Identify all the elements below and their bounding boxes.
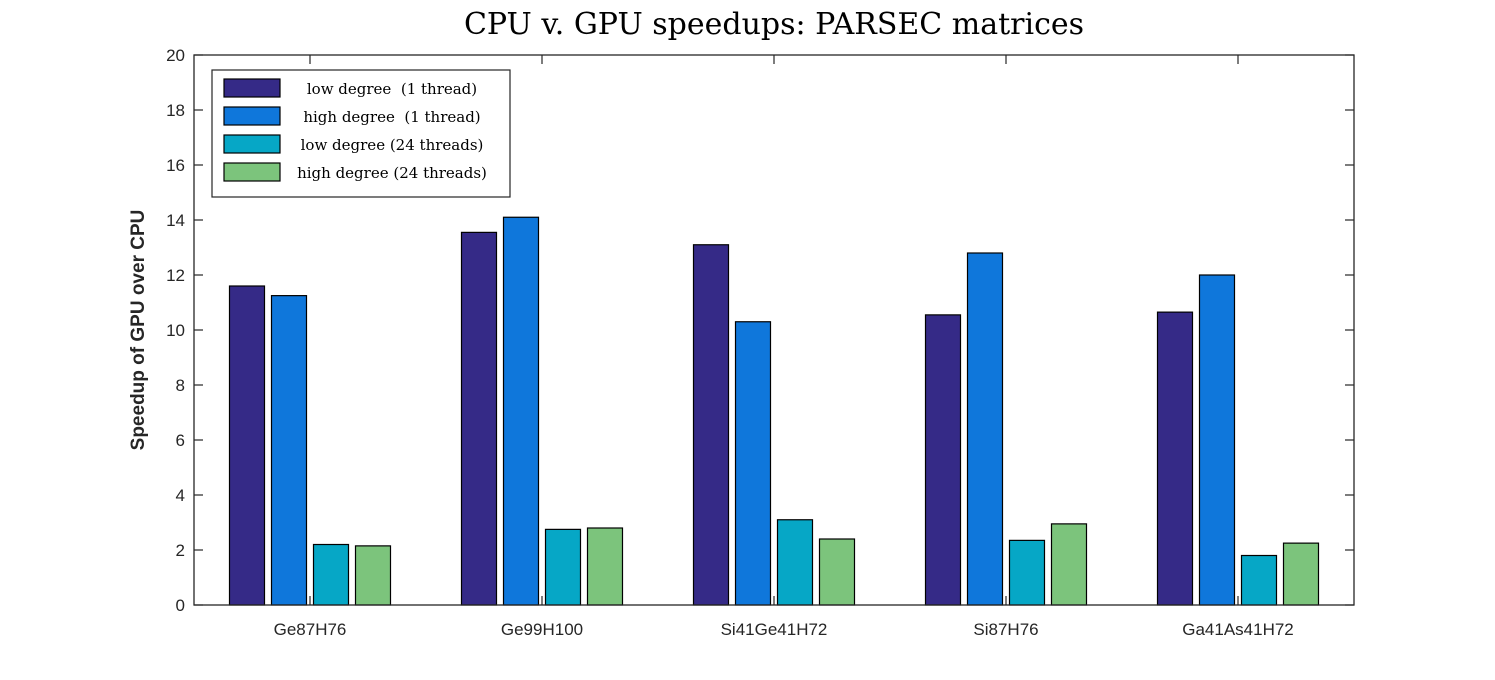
y-tick-label: 20	[166, 46, 185, 65]
legend-label-1: low degree (1 thread)	[307, 80, 477, 98]
legend-swatch-2	[223, 106, 281, 126]
legend-swatch-1	[223, 78, 281, 98]
y-tick-label: 12	[166, 266, 185, 285]
bar-Ge99H100-series-4	[586, 527, 624, 606]
y-tick-label: 14	[166, 211, 185, 230]
bars-layer	[228, 216, 1320, 606]
bar-Si87H76-series-2	[966, 252, 1004, 606]
bar-Ga41As41H72-series-3	[1240, 554, 1278, 606]
bar-Si41Ge41H72-series-1	[692, 244, 730, 606]
y-tick-label: 2	[176, 541, 185, 560]
y-tick-label: 6	[176, 431, 185, 450]
x-tick-label-Ge87H76: Ge87H76	[274, 620, 347, 639]
legend-swatch-4	[223, 162, 281, 182]
bar-Ga41As41H72-series-1	[1156, 311, 1194, 606]
bar-Ge87H76-series-3	[312, 543, 350, 606]
bar-Si87H76-series-4	[1050, 523, 1088, 606]
bar-Ge87H76-series-2	[270, 295, 308, 606]
y-tick-label: 8	[176, 376, 185, 395]
x-tick-label-Ge99H100: Ge99H100	[501, 620, 583, 639]
y-tick-label: 4	[176, 486, 185, 505]
legend-label-2: high degree (1 thread)	[303, 108, 480, 126]
y-tick-label: 10	[166, 321, 185, 340]
y-tick-label: 0	[176, 596, 185, 615]
y-tick-label: 16	[166, 156, 185, 175]
bar-Ge87H76-series-4	[354, 545, 392, 606]
legend-label-3: low degree (24 threads)	[301, 136, 484, 154]
bar-Ga41As41H72-series-2	[1198, 274, 1236, 606]
bar-Ge99H100-series-1	[460, 231, 498, 606]
bar-Si41Ge41H72-series-3	[776, 519, 814, 606]
y-tick-label: 18	[166, 101, 185, 120]
x-tick-label-Ga41As41H72: Ga41As41H72	[1182, 620, 1294, 639]
bar-Si41Ge41H72-series-2	[734, 321, 772, 606]
bar-Ga41As41H72-series-4	[1282, 542, 1320, 606]
bar-Ge99H100-series-3	[544, 528, 582, 606]
bar-Si41Ge41H72-series-4	[818, 538, 856, 606]
bar-Si87H76-series-3	[1008, 539, 1046, 606]
x-tick-label-Si87H76: Si87H76	[973, 620, 1038, 639]
x-tick-label-Si41Ge41H72: Si41Ge41H72	[721, 620, 828, 639]
chart-title: CPU v. GPU speedups: PARSEC matrices	[464, 7, 1084, 42]
legend-label-4: high degree (24 threads)	[297, 164, 487, 182]
bar-Ge99H100-series-2	[502, 216, 540, 606]
legend-swatch-3	[223, 134, 281, 154]
axes-layer: 0 2 4 6 8 10 12 14 16 18 20 Ge87H76 Ge99H100 Si41Ge41…	[166, 46, 1355, 639]
y-axis-label: Speedup of GPU over CPU	[128, 210, 149, 451]
bar-Si87H76-series-1	[924, 314, 962, 606]
legend: low degree (1 thread) high degree (1 thre…	[211, 69, 511, 198]
bar-Ge87H76-series-1	[228, 285, 266, 606]
